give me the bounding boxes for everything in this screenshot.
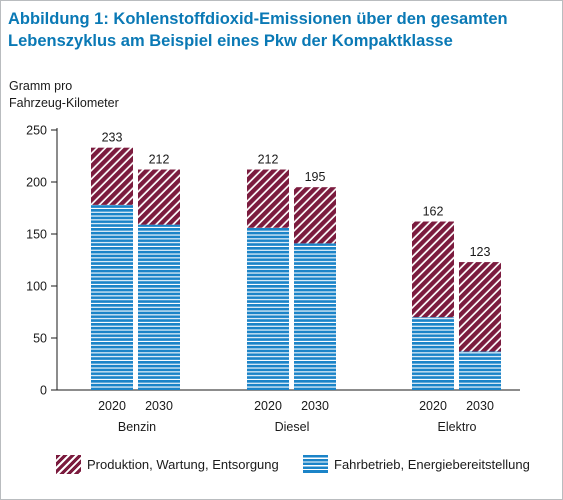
bar-total-label: 233 bbox=[102, 131, 123, 145]
bar-total-label: 195 bbox=[305, 170, 326, 184]
y-tick-label: 250 bbox=[26, 124, 47, 138]
y-tick-label: 0 bbox=[40, 384, 47, 398]
legend-swatch-produktion bbox=[56, 454, 81, 474]
bar-total-label: 212 bbox=[149, 153, 170, 167]
bar-segment-produktion bbox=[412, 221, 454, 318]
x-tick-label-year: 2030 bbox=[145, 399, 173, 413]
x-tick-label-year: 2020 bbox=[98, 399, 126, 413]
x-tick-label-year: 2020 bbox=[419, 399, 447, 413]
legend: Produktion, Wartung, Entsorgung Fahrbetr… bbox=[56, 452, 556, 476]
bar-total-label: 212 bbox=[258, 153, 279, 167]
legend-label-fahrbetrieb: Fahrbetrieb, Energiebereitstellung bbox=[334, 456, 530, 472]
bar-segment-produktion bbox=[459, 262, 501, 352]
bar-segment-produktion bbox=[247, 169, 289, 228]
bar-segment-produktion bbox=[294, 187, 336, 244]
figure-title: Abbildung 1: Kohlenstoffdioxid-Emissione… bbox=[8, 10, 508, 50]
bar-segment-fahrbetrieb bbox=[294, 243, 336, 390]
y-axis-label-line2: Fahrzeug-Kilometer bbox=[9, 96, 119, 110]
y-tick-label: 200 bbox=[26, 176, 47, 190]
bar-total-label: 123 bbox=[470, 245, 491, 259]
y-axis-label-line1: Gramm pro bbox=[9, 79, 73, 93]
bar-segment-fahrbetrieb bbox=[247, 227, 289, 390]
x-tick-label-year: 2030 bbox=[466, 399, 494, 413]
bar-segment-produktion bbox=[91, 147, 133, 205]
bar-segment-fahrbetrieb bbox=[91, 204, 133, 390]
y-tick-label: 150 bbox=[26, 228, 47, 242]
bar-segment-produktion bbox=[138, 169, 180, 225]
bar-segment-fahrbetrieb bbox=[459, 351, 501, 390]
legend-item-produktion: Produktion, Wartung, Entsorgung bbox=[56, 452, 279, 476]
bar-total-label: 162 bbox=[423, 205, 444, 219]
legend-swatch-fahrbetrieb bbox=[303, 454, 328, 474]
x-group-label: Diesel bbox=[275, 420, 310, 434]
y-axis-label: Gramm pro Fahrzeug-Kilometer bbox=[9, 78, 149, 112]
legend-label-produktion: Produktion, Wartung, Entsorgung bbox=[87, 456, 279, 472]
x-group-label: Benzin bbox=[118, 420, 156, 434]
x-group-label: Elektro bbox=[438, 420, 477, 434]
y-tick-label: 100 bbox=[26, 280, 47, 294]
legend-item-fahrbetrieb: Fahrbetrieb, Energiebereitstellung bbox=[303, 452, 530, 476]
y-tick-label: 50 bbox=[33, 332, 47, 346]
x-tick-label-year: 2020 bbox=[254, 399, 282, 413]
bar-segment-fahrbetrieb bbox=[412, 317, 454, 390]
bar-segment-fahrbetrieb bbox=[138, 224, 180, 390]
x-tick-label-year: 2030 bbox=[301, 399, 329, 413]
